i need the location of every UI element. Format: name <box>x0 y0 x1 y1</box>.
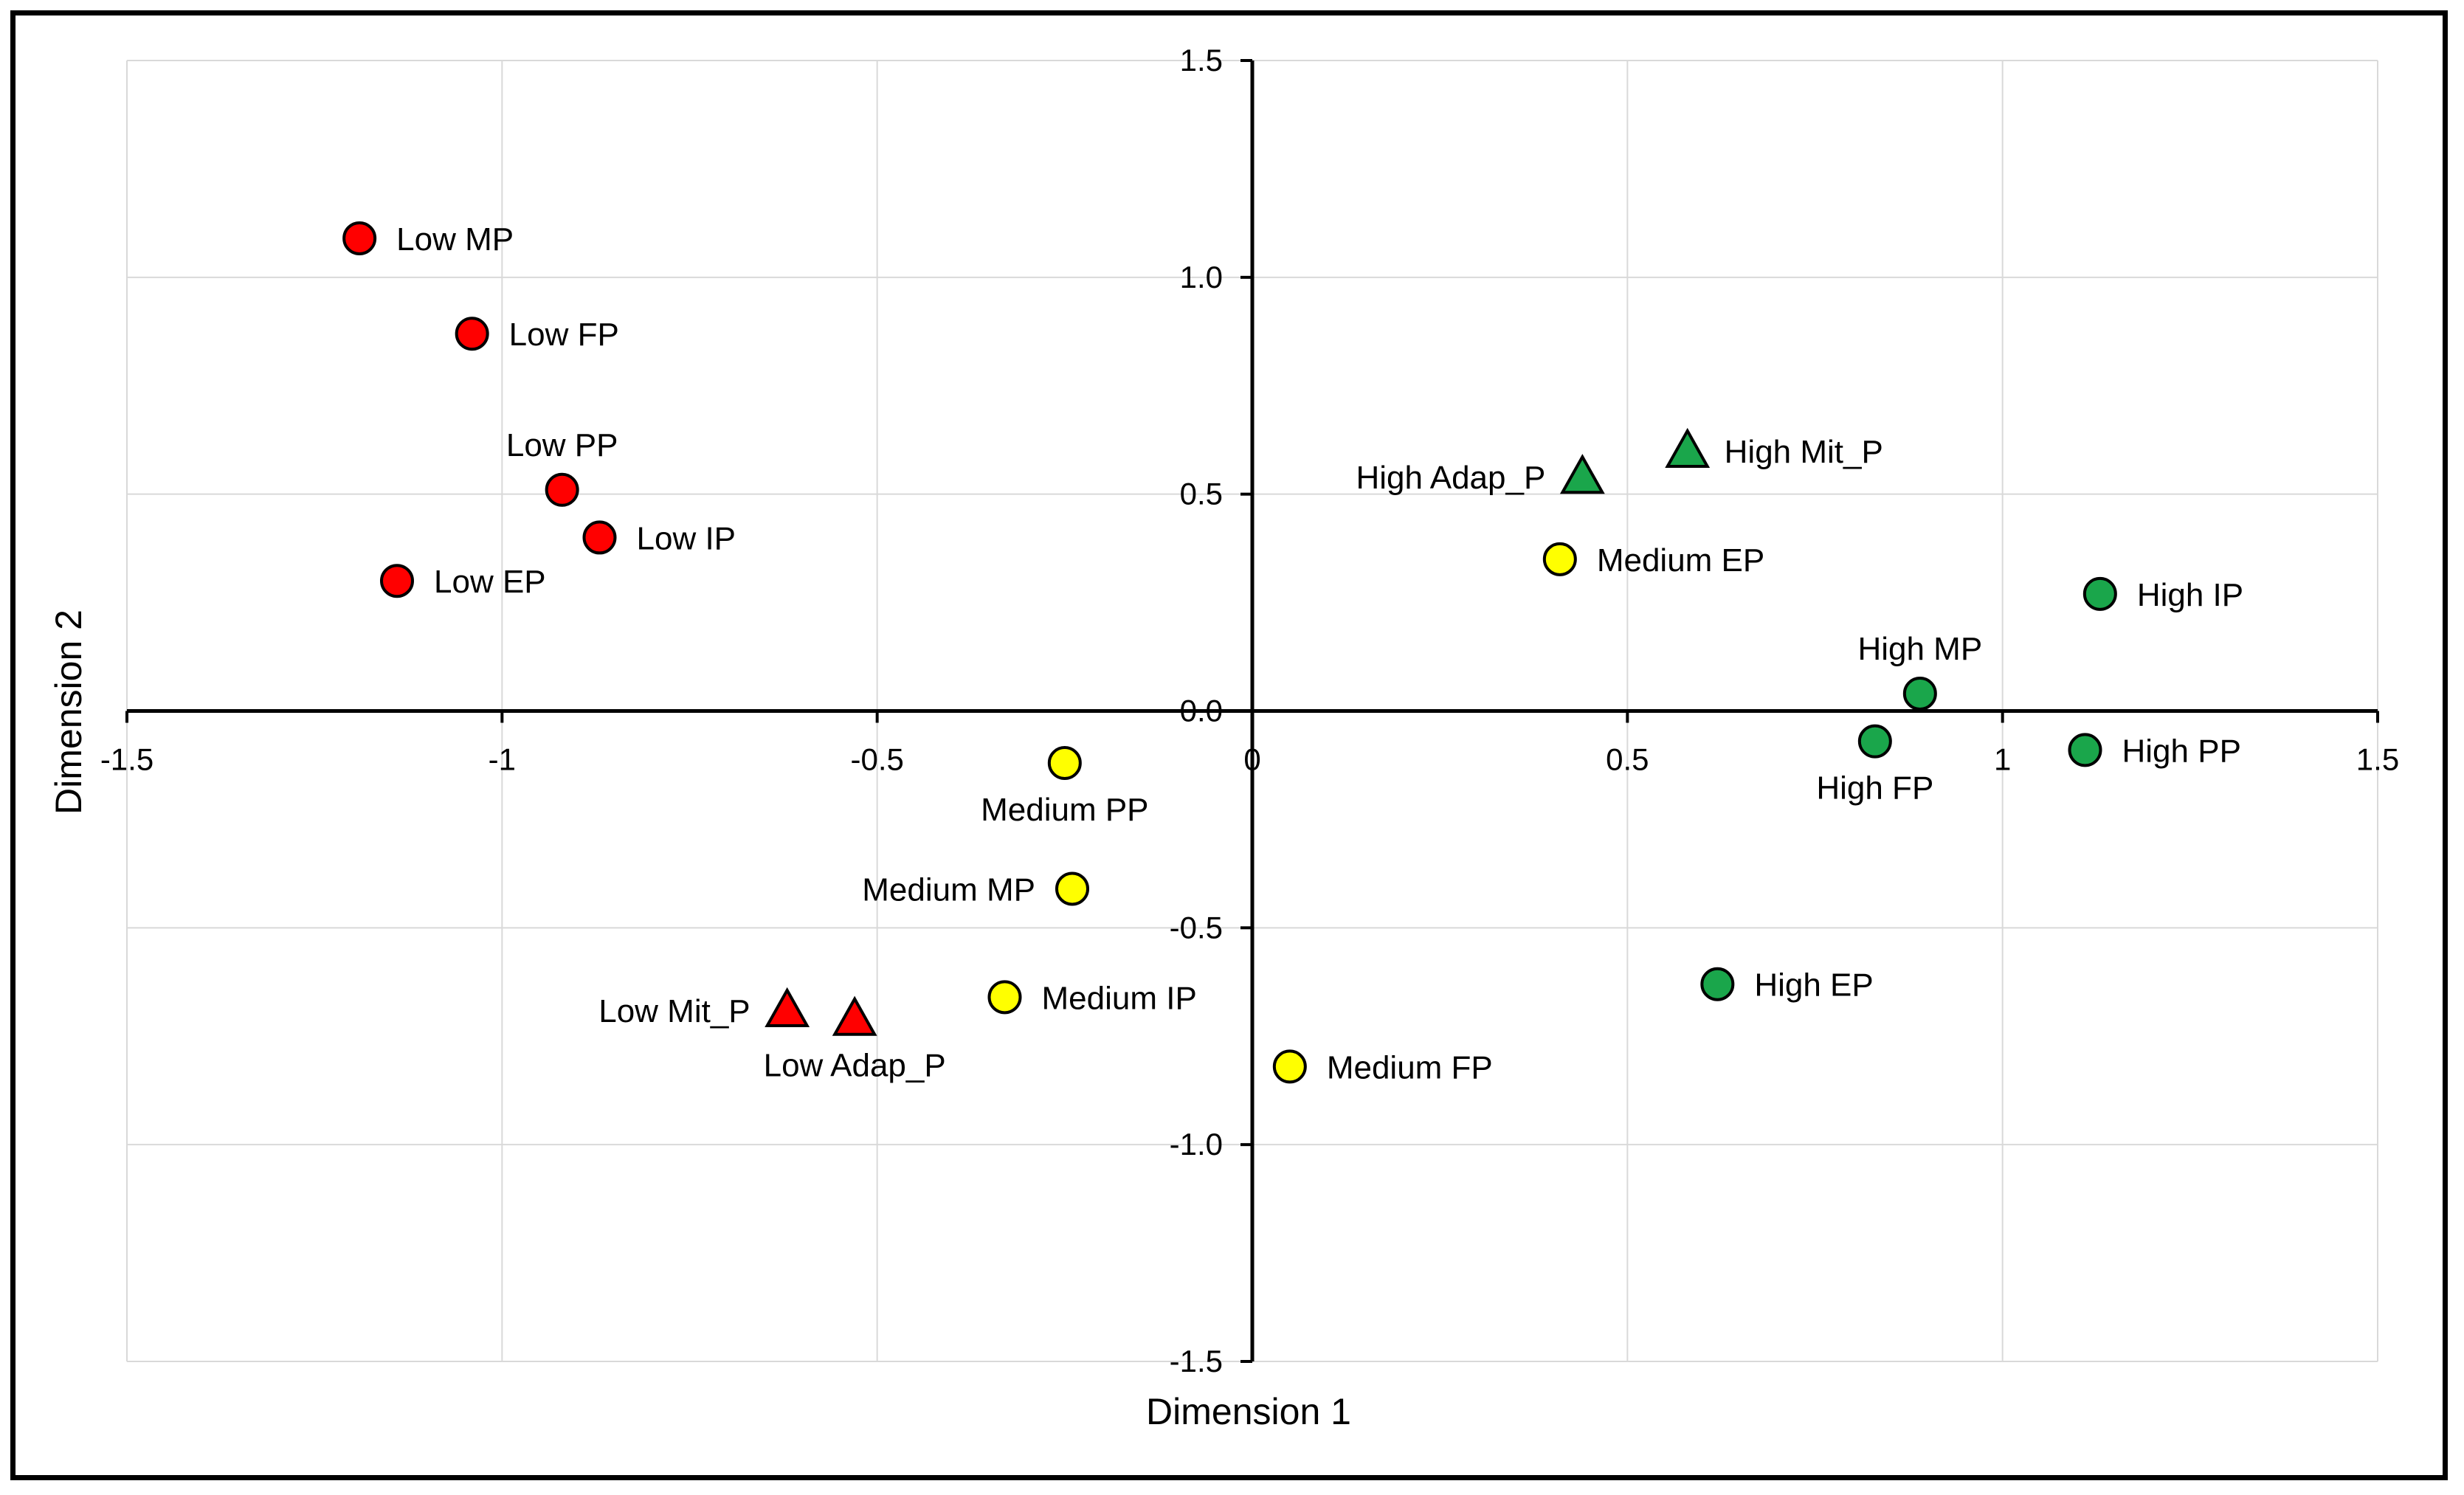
data-point-high-mp-label: High MP <box>1857 631 1982 667</box>
x-tick-label: -0.5 <box>850 742 903 777</box>
data-point-high-adap-p-label: High Adap_P <box>1356 460 1545 496</box>
data-point-low-ep-label: Low EP <box>434 564 546 600</box>
points-layer <box>342 221 2117 1084</box>
y-tick-label: -0.5 <box>1170 910 1223 945</box>
y-tick-label: 0.5 <box>1180 477 1223 511</box>
data-point-low-pp-marker <box>545 472 579 507</box>
data-point-high-mit-p-label: High Mit_P <box>1725 434 1883 470</box>
data-point-medium-ip-marker <box>987 980 1022 1015</box>
x-tick-label: 1 <box>1994 742 2011 777</box>
data-point-low-mit-p-label: Low Mit_P <box>598 993 750 1029</box>
data-point-high-ip-marker <box>2082 576 2117 611</box>
data-point-low-mit-p-marker <box>765 987 810 1028</box>
data-point-low-ip-label: Low IP <box>637 520 736 556</box>
data-point-medium-fp-label: Medium FP <box>1327 1049 1493 1085</box>
data-point-low-pp-label: Low PP <box>506 427 618 463</box>
data-point-medium-mp-label: Medium MP <box>862 871 1035 908</box>
data-point-high-adap-p-marker <box>1559 454 1605 494</box>
data-point-medium-ep-marker <box>1542 542 1577 576</box>
y-tick-label: -1.5 <box>1170 1344 1223 1378</box>
data-point-medium-ep-label: Medium EP <box>1597 542 1764 579</box>
x-axis-title: Dimension 1 <box>1146 1391 1351 1432</box>
data-point-high-pp-label: High PP <box>2122 733 2241 769</box>
y-tick-label: 1.0 <box>1180 260 1223 294</box>
data-point-low-adap-p-label: Low Adap_P <box>764 1048 946 1084</box>
x-tick-label: -1.5 <box>100 742 153 777</box>
data-point-low-fp-label: Low FP <box>509 317 619 353</box>
data-point-medium-ip-label: Medium IP <box>1042 980 1197 1016</box>
data-point-high-pp-marker <box>2068 733 2102 767</box>
data-point-medium-fp-marker <box>1272 1049 1307 1084</box>
data-point-low-fp-marker <box>455 317 489 351</box>
x-tick-label: 0.5 <box>1606 742 1649 777</box>
data-point-high-fp-label: High FP <box>1816 770 1933 807</box>
y-axis-title: Dimension 2 <box>48 610 89 815</box>
data-point-high-ep-marker <box>1700 967 1735 1001</box>
data-point-high-ep-label: High EP <box>1754 967 1873 1004</box>
data-point-high-mp-marker <box>1902 676 1937 711</box>
data-point-low-ep-marker <box>380 564 414 598</box>
axis-layer: -1.5 -1 -0.5 0 0.5 1 1.5 -1.5 -1.0 -0.5 0.0 0.5 1.0 1… <box>100 43 2399 1378</box>
data-point-high-ip-label: High IP <box>2137 577 2243 613</box>
data-point-low-mp-label: Low MP <box>396 221 514 258</box>
x-tick-label: -1 <box>489 742 516 777</box>
y-tick-label: -1.0 <box>1170 1127 1223 1161</box>
data-point-low-mp-marker <box>342 221 377 255</box>
data-point-medium-pp-label: Medium PP <box>981 792 1148 828</box>
labels-layer: Low MP Low FP Low PP Low IP Low EP Low Mit_P L… <box>396 221 2243 1085</box>
data-point-low-ip-marker <box>582 520 617 555</box>
x-tick-label: 1.5 <box>2356 742 2399 777</box>
y-tick-label: 0.0 <box>1180 694 1223 728</box>
data-point-medium-mp-marker <box>1055 871 1089 906</box>
chart-frame <box>10 10 2448 1480</box>
data-point-high-mit-p-marker <box>1665 427 1711 468</box>
x-tick-label: 0 <box>1243 742 1260 777</box>
data-point-medium-pp-marker <box>1047 746 1082 781</box>
data-point-low-adap-p-marker <box>832 995 877 1036</box>
y-tick-label: 1.5 <box>1180 43 1223 77</box>
data-point-high-fp-marker <box>1857 724 1892 759</box>
